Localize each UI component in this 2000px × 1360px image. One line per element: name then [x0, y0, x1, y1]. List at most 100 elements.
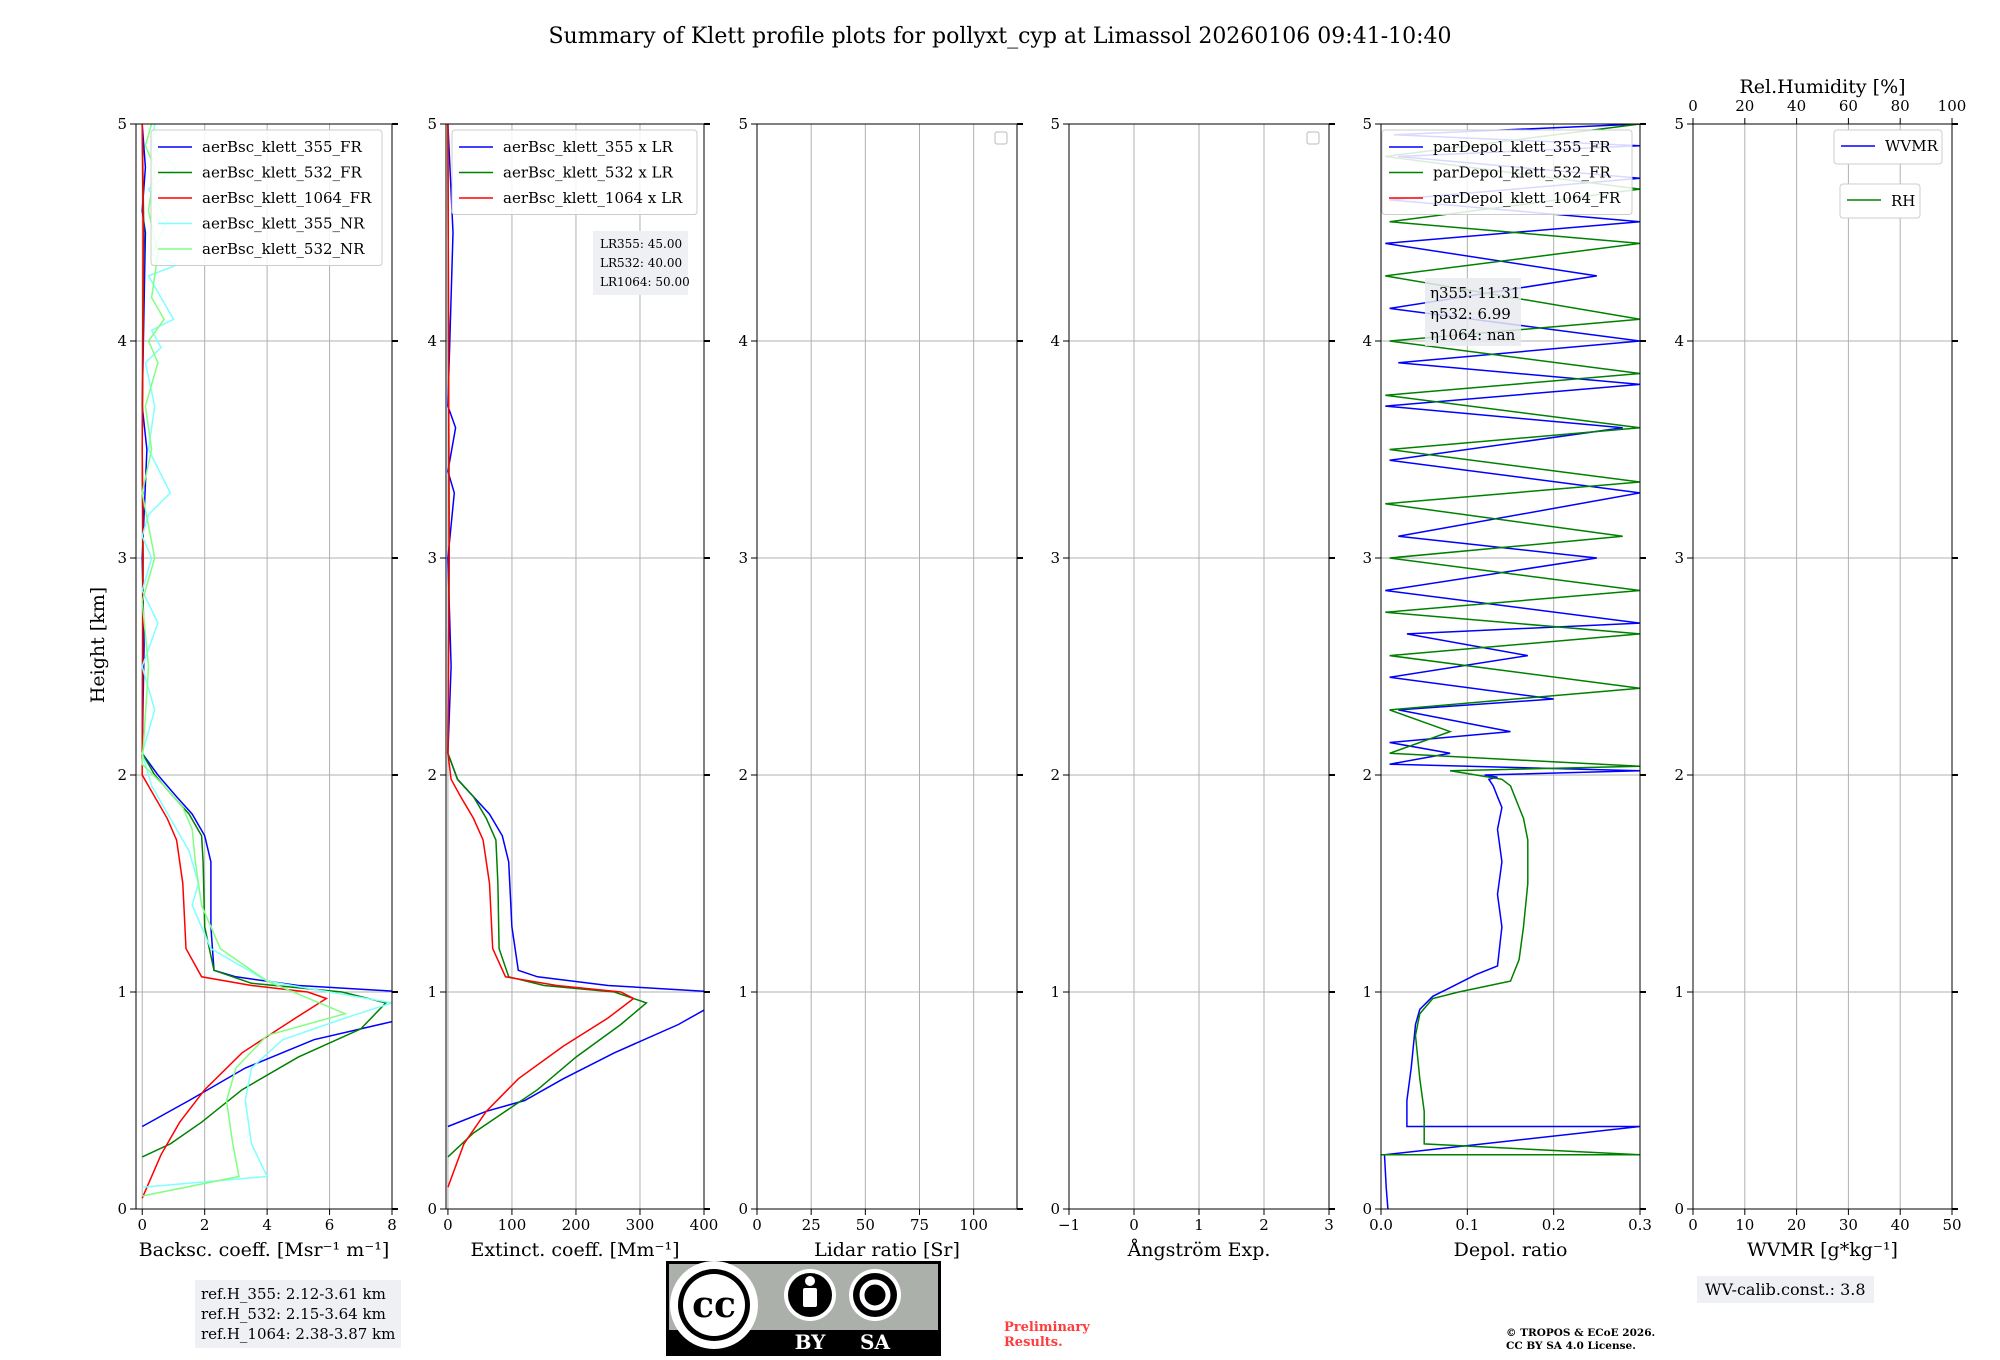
y-tick-label: 5	[117, 115, 127, 133]
legend-label: aerBsc_klett_532 x LR	[503, 164, 674, 182]
legend-box-wvmr	[1833, 129, 1943, 165]
legend-label: aerBsc_klett_355_FR	[202, 138, 362, 156]
y-axis-label: Height [km]	[87, 587, 109, 703]
y-tick-label: 0	[738, 1200, 748, 1218]
x-tick-label: 300	[626, 1216, 655, 1234]
x-tick-label: 25	[802, 1216, 821, 1234]
cc-by-sa-badge: cc BY SA	[666, 1261, 941, 1356]
series-aerBsc_klett_355_NR	[141, 124, 392, 1189]
lr-annotation-line: LR532: 40.00	[600, 256, 682, 270]
x-tick-label: 100	[498, 1216, 527, 1234]
ref-height-532: ref.H_532: 2.15-3.64 km	[201, 1305, 386, 1323]
legend-box	[451, 129, 698, 215]
sa-label: SA	[860, 1330, 890, 1354]
x-tick-label: 10	[1735, 1216, 1754, 1234]
series-parDepol_klett_355_FR	[1383, 124, 1640, 1209]
y-tick-label: 4	[1674, 332, 1684, 350]
x-tick-label: 3	[1324, 1216, 1334, 1234]
x-tick-label: 0.3	[1628, 1216, 1652, 1234]
legend-label: parDepol_klett_532_FR	[1433, 164, 1611, 182]
eta-annotation-box	[1425, 278, 1521, 346]
empty-legend-marker	[1306, 131, 1320, 145]
legend-label: parDepol_klett_355_FR	[1433, 138, 1611, 156]
panel-depol	[1375, 123, 1646, 1215]
x-tick-label: 0	[137, 1216, 147, 1234]
x-tick-label: 0	[1688, 1216, 1698, 1234]
by-icon-body	[803, 1288, 817, 1307]
y-tick-label: 4	[427, 332, 437, 350]
sa-icon	[853, 1273, 897, 1317]
legend-label: parDepol_klett_1064_FR	[1433, 189, 1621, 207]
series-group	[1381, 124, 1640, 1209]
wv-calibration-box: WV-calib.const.: 3.8	[1697, 1276, 1874, 1303]
x-tick-label: 0	[1129, 1216, 1139, 1234]
panel-extinction	[440, 123, 710, 1215]
x-tick-label: 50	[856, 1216, 875, 1234]
panel-lidar_ratio	[751, 123, 1023, 1215]
y-tick-label: 4	[117, 332, 127, 350]
series-parDepol_klett_532_FR	[1381, 124, 1640, 1156]
series-aerBsc_klett_355_FR	[141, 124, 392, 1128]
legend-label-wvmr: WVMR	[1885, 137, 1939, 155]
y-tick-label: 4	[1050, 332, 1060, 350]
x-tick-label: 1	[1194, 1216, 1204, 1234]
y-tick-label: 1	[1674, 983, 1684, 1001]
y-tick-label: 2	[427, 766, 437, 784]
preliminary-line-2: Results.	[1004, 1335, 1063, 1350]
x-axis-label: Ångström Exp.	[1127, 1239, 1271, 1261]
x-tick-label: 0.0	[1369, 1216, 1393, 1234]
by-label: BY	[795, 1330, 827, 1354]
x-tick-label: 100	[959, 1216, 988, 1234]
top-x-tick-label: 100	[1938, 97, 1967, 115]
x-tick-label: 0	[443, 1216, 453, 1234]
y-tick-label: 1	[1362, 983, 1372, 1001]
eta-annotation-line: η355: 11.31	[1430, 284, 1520, 302]
x-tick-label: 2	[200, 1216, 210, 1234]
x-tick-label: 40	[1891, 1216, 1910, 1234]
series-aerBsc_klett_1064 x LR	[447, 124, 636, 1188]
cc-circle-inner	[683, 1274, 745, 1336]
series-aerBsc_klett_1064_FR	[141, 124, 329, 1199]
by-icon-head	[805, 1276, 815, 1286]
x-tick-label: 0.2	[1542, 1216, 1566, 1234]
series-aerBsc_klett_532_FR	[141, 124, 388, 1158]
series-group	[447, 124, 704, 1188]
axes-frame	[445, 123, 705, 1210]
axes-frame	[1692, 123, 1953, 1210]
legend-box-rh	[1839, 183, 1921, 219]
x-tick-label: 30	[1839, 1216, 1858, 1234]
axes-frame	[1380, 123, 1641, 1210]
y-tick-label: 3	[1674, 549, 1684, 567]
ref-height-355: ref.H_355: 2.12-3.61 km	[201, 1285, 386, 1303]
y-tick-label: 0	[427, 1200, 437, 1218]
x-tick-label: 4	[262, 1216, 272, 1234]
preliminary-line-1: Preliminary	[1004, 1320, 1090, 1335]
y-tick-label: 5	[427, 115, 437, 133]
x-tick-label: 0.1	[1455, 1216, 1479, 1234]
x-axis-label: WVMR [g*kg⁻¹]	[1747, 1239, 1898, 1261]
panel-angstrom	[1063, 123, 1335, 1215]
copyright-line-2: CC BY SA 4.0 License.	[1506, 1340, 1636, 1352]
lr-annotation-box	[593, 231, 688, 295]
ref-height-1064: ref.H_1064: 2.38-3.87 km	[201, 1325, 396, 1343]
y-tick-label: 1	[738, 983, 748, 1001]
y-tick-label: 0	[1362, 1200, 1372, 1218]
x-tick-label: 400	[690, 1216, 719, 1234]
y-tick-label: 1	[427, 983, 437, 1001]
legend-label: aerBsc_klett_1064_FR	[202, 189, 372, 207]
top-x-tick-label: 20	[1735, 97, 1754, 115]
x-axis-label: Depol. ratio	[1454, 1239, 1568, 1261]
panel-wv	[1687, 118, 1958, 1215]
y-tick-label: 3	[427, 549, 437, 567]
top-x-tick-label: 0	[1688, 97, 1698, 115]
copyright-line-1: © TROPOS & ECoE 2026.	[1506, 1327, 1656, 1339]
preliminary-note: Preliminary Results.	[1004, 1320, 1090, 1350]
x-tick-label: 50	[1942, 1216, 1961, 1234]
empty-legend-marker	[994, 131, 1008, 145]
sa-icon-arc	[859, 1279, 891, 1311]
y-tick-label: 3	[738, 549, 748, 567]
top-x-tick-label: 40	[1787, 97, 1806, 115]
copyright-note: © TROPOS & ECoE 2026. CC BY SA 4.0 Licen…	[1506, 1327, 1655, 1353]
